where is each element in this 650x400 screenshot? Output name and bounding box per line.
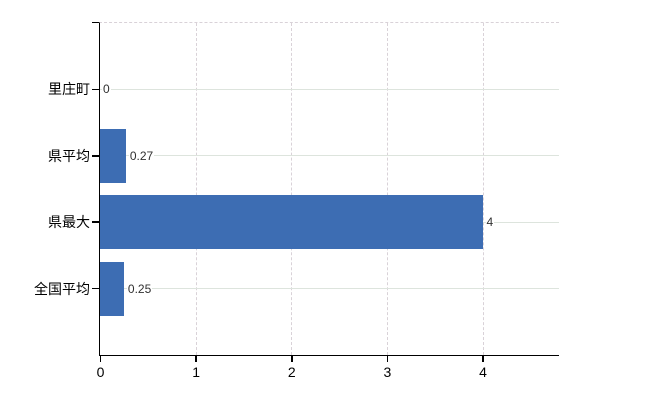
bar-value-label: 0 [102,81,111,98]
bar-value-label: 4 [485,214,495,231]
x-axis-tick-label-2: 2 [287,364,296,380]
gridline-horizontal-3 [100,288,559,290]
gridline-horizontal-0 [100,88,559,90]
y-axis-tick [92,287,99,290]
y-axis-tick [92,155,99,157]
x-axis-tick-label-4: 4 [479,364,487,380]
gridline-vertical-1 [195,23,197,355]
x-axis-tick-1 [195,356,197,362]
bar-value-label: 0.27 [128,147,155,164]
plot-area: 0 0.27 4 0.25 [99,22,559,356]
y-axis-label-県最大: 県最大 [48,214,90,231]
bar-value-label: 0.25 [126,280,153,297]
x-axis-tick-3 [386,356,389,362]
bar-県平均 [100,128,126,183]
x-axis-tick-0 [99,356,102,362]
x-axis-tick-label-3: 3 [383,364,392,380]
x-axis-tick-2 [291,356,293,362]
bar-県最大 [100,195,483,250]
bar-全国平均 [100,261,124,316]
x-axis-tick-4 [482,356,484,362]
x-axis-tick-label-0: 0 [96,364,105,380]
y-axis-label-全国平均: 全国平均 [34,280,90,297]
y-axis-tick [92,88,99,91]
gridline-vertical-2 [291,23,293,355]
gridline-vertical-4 [482,23,484,355]
y-axis-tick [92,221,99,223]
x-axis-tick-label-1: 1 [192,364,201,380]
gridline-horizontal-1 [100,155,559,157]
y-axis-label-里庄町: 里庄町 [48,81,90,98]
gridline-vertical-3 [386,23,388,355]
y-axis-end-tick [92,21,99,23]
y-axis-label-県平均: 県平均 [48,147,90,164]
